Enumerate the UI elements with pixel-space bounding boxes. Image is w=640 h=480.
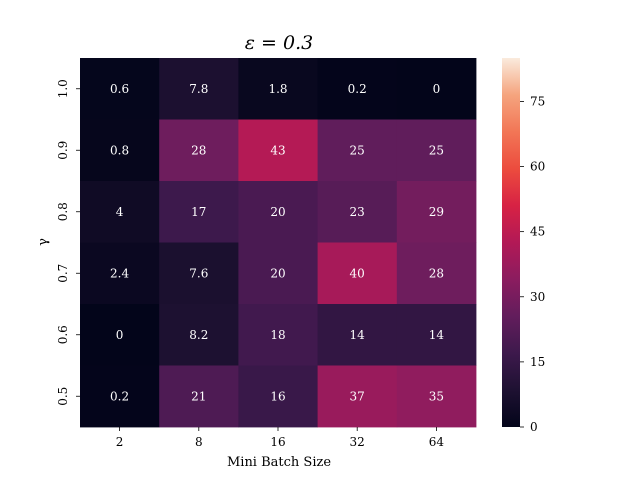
y-axis-label: γ [36,238,51,246]
colorbar-gradient [502,58,520,427]
heatmap-cell [396,181,477,243]
heatmap-cell [80,58,160,120]
y-tick-label: 0.5 [56,387,70,406]
heatmap-cell [238,365,318,428]
y-tick-label: 0.7 [56,264,70,283]
y-tick-label: 0.8 [56,202,70,221]
heatmap-cell [80,242,160,305]
cell-value-label: 14 [429,328,445,342]
x-tick-label: 16 [270,435,285,449]
cell-value-label: 35 [429,389,444,403]
y-tick-label: 0.6 [56,325,70,344]
y-tick-label: 0.9 [56,141,70,160]
heatmap-cell [159,242,239,305]
x-tick-label: 2 [116,435,124,449]
cell-value-label: 16 [270,389,285,403]
y-tick-label: 1.0 [56,79,70,98]
heatmap-cell [396,242,477,305]
heatmap-cell [159,365,239,428]
heatmap-cell [317,365,398,428]
cell-value-label: 17 [191,205,206,219]
cell-value-label: 0 [433,82,441,96]
cell-value-label: 28 [429,266,444,280]
y-axis: 1.0 0.9 0.8 0.7 0.6 0.5 [56,79,80,406]
cell-value-label: 4 [116,205,124,219]
cell-value-label: 2.4 [110,266,129,280]
heatmap-cell [317,304,398,366]
heatmap-cell [159,119,239,182]
colorbar-tick-label: 45 [530,225,545,239]
cell-value-label: 7.8 [189,82,208,96]
heatmap-cell [159,58,239,120]
heatmap-cell [80,365,160,428]
cell-value-label: 20 [270,205,285,219]
colorbar-tick-label: 75 [530,94,545,108]
cell-value-label: 18 [270,328,285,342]
x-tick-label: 64 [429,435,445,449]
heatmap-cell [396,58,477,120]
cell-value-label: 0 [116,328,124,342]
heatmap-cell [396,119,477,182]
cell-value-label: 0.6 [110,82,129,96]
cell-value-label: 7.6 [189,266,208,280]
cell-value-label: 40 [350,266,365,280]
cell-value-label: 29 [429,205,444,219]
cell-value-label: 0.8 [110,143,129,157]
heatmap-cell [159,304,239,366]
cell-value-label: 21 [191,389,206,403]
colorbar-tick-label: 0 [530,420,538,434]
colorbar: 0 15 30 45 60 75 [502,58,545,434]
heatmap-cell [317,181,398,243]
heatmap-cell [317,242,398,305]
cell-value-label: 14 [350,328,366,342]
cell-value-label: 0.2 [348,82,367,96]
colorbar-tick-label: 30 [530,290,545,304]
heatmap-cell [238,58,318,120]
cell-value-label: 25 [350,143,365,157]
heatmap-cell [317,58,398,120]
x-tick-label: 8 [195,435,203,449]
heatmap-cell [396,365,477,428]
cell-value-label: 8.2 [189,328,208,342]
heatmap-cell [80,304,160,366]
heatmap-cell [396,304,477,366]
heatmap-cell [238,181,318,243]
cell-value-label: 23 [350,205,365,219]
heatmap-cell [238,242,318,305]
x-axis-label: Mini Batch Size [227,455,331,470]
cell-value-label: 25 [429,143,444,157]
colorbar-tick-label: 60 [530,160,545,174]
heatmap-cell [80,181,160,243]
heatmap-cell [80,119,160,182]
cell-value-label: 20 [270,266,285,280]
cell-value-label: 1.8 [268,82,287,96]
heatmap-cells: 0.6 7.8 1.8 0.2 0 0.8 28 43 25 25 4 17 20 23 29 2.4 7.6 2… [80,58,477,428]
cell-value-label: 37 [350,389,365,403]
chart-title: ε = 0.3 [245,32,313,54]
cell-value-label: 43 [270,143,285,157]
colorbar-tick-label: 15 [530,355,545,369]
heatmap-cell [238,304,318,366]
heatmap-cell [159,181,239,243]
cell-value-label: 0.2 [110,389,129,403]
heatmap-cell [238,119,318,182]
heatmap-cell [317,119,398,182]
cell-value-label: 28 [191,143,206,157]
x-axis: 2 8 16 32 64 [116,427,445,449]
x-tick-label: 32 [350,435,365,449]
